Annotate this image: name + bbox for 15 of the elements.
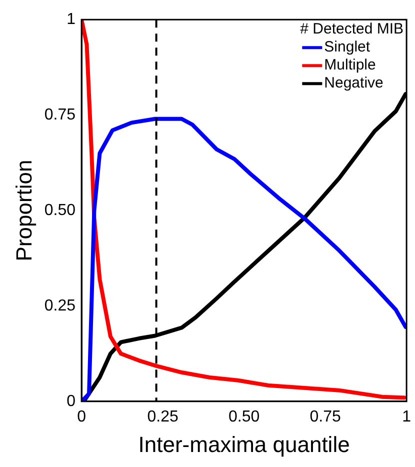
x-tick-label: 1 — [402, 408, 412, 426]
y-tick-label: 0.50 — [44, 202, 76, 219]
legend-label: Multiple — [324, 56, 376, 74]
legend-label: Singlet — [324, 38, 371, 56]
y-axis-title: Proportion — [11, 160, 36, 262]
x-tick-label: 0.25 — [147, 408, 178, 426]
y-tick-label: 1 — [66, 11, 76, 28]
y-tick-label: 0 — [66, 392, 76, 410]
y-tick-label: 0.75 — [44, 106, 76, 124]
legend-title: # Detected MIB — [300, 20, 404, 38]
legend-label: Negative — [324, 74, 384, 92]
x-axis-title: Inter-maxima quantile — [138, 432, 350, 457]
y-tick-label: 0.25 — [44, 297, 76, 314]
x-tick-label: 0.50 — [228, 408, 260, 426]
x-tick-label: 0.75 — [310, 408, 341, 426]
